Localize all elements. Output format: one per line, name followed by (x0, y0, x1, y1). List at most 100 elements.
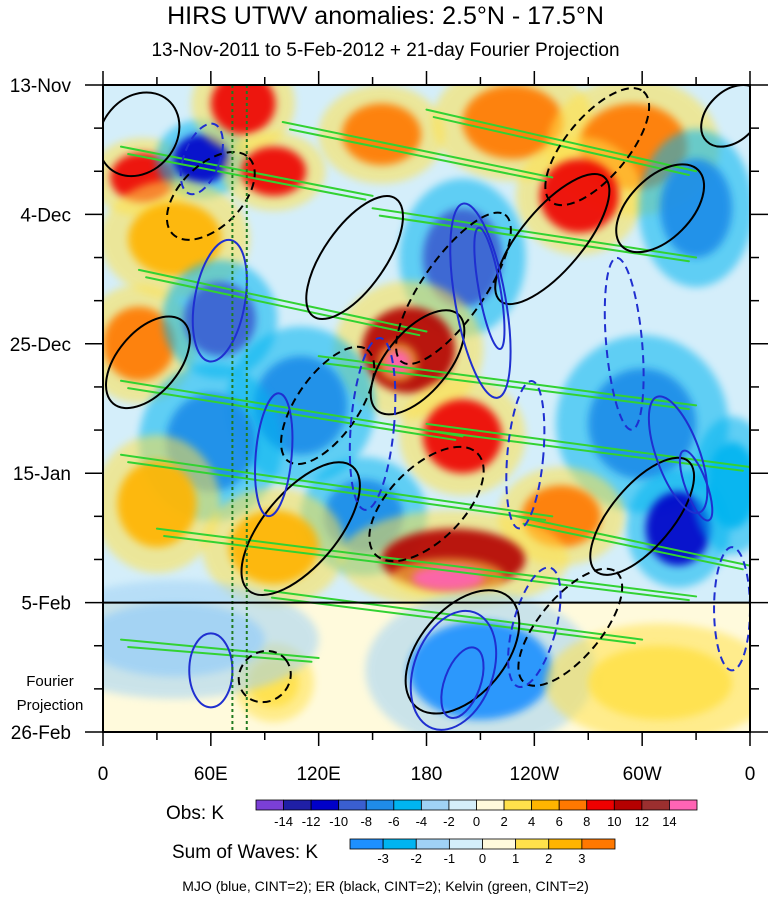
x-tick-label: 0 (745, 764, 756, 785)
obs-colorbar-tick: 0 (473, 814, 480, 829)
obs-colorbar-swatch (669, 799, 698, 811)
kelvin-contour (163, 535, 690, 602)
obs-colorbar-swatch (558, 799, 588, 811)
mjo-contour (647, 395, 709, 515)
waves-colorbar-tick: 0 (479, 851, 486, 866)
anomaly-blob (706, 442, 750, 529)
waves-colorbar-swatch (349, 838, 384, 850)
mjo-contour (603, 256, 645, 431)
mjo-contour (473, 226, 506, 351)
obs-colorbar-swatch (255, 799, 284, 811)
kelvin-contour (137, 268, 428, 333)
waves-colorbar-swatch (548, 838, 583, 850)
obs-colorbar-swatch (310, 799, 340, 811)
mjo-contour (191, 238, 248, 363)
anomaly-blob (422, 208, 502, 307)
waves-colorbar-tick: -2 (410, 851, 422, 866)
obs-colorbar-tick: 8 (583, 814, 590, 829)
kelvin-contour (378, 214, 690, 263)
obs-colorbar-label: Obs: K (166, 803, 225, 824)
kelvin-contour (371, 207, 698, 259)
mjo-contour (507, 566, 562, 689)
er-contour (615, 163, 706, 254)
anomaly-blob (539, 158, 619, 233)
waves-colorbar-swatch (581, 838, 616, 850)
x-tick-label: 60E (194, 764, 228, 785)
mjo-contour (348, 336, 397, 511)
anomaly-field (103, 85, 750, 732)
er-contour (105, 315, 191, 410)
waves-colorbar-label: Sum of Waves: K (172, 842, 319, 863)
forecast-label: Projection (17, 697, 84, 714)
kelvin-contour (270, 596, 636, 645)
kelvin-contour (127, 387, 457, 441)
er-contour (517, 567, 624, 687)
forecast-label: Fourier (26, 673, 74, 690)
kelvin-contour (263, 589, 644, 641)
mjo-contour (449, 202, 512, 399)
kelvin-contour (425, 108, 698, 173)
waves-colorbar-swatch (482, 838, 517, 850)
kelvin-contour (145, 276, 421, 337)
anomaly-blob (412, 565, 485, 591)
obs-colorbar-swatch (613, 799, 643, 811)
obs-colorbar-tick: 12 (635, 814, 649, 829)
kelvin-contour (432, 116, 690, 176)
x-tick-label: 120E (296, 764, 340, 785)
x-tick-label: 180 (411, 764, 443, 785)
kelvin-contour (127, 461, 547, 522)
anomaly-blob (103, 306, 175, 381)
obs-colorbar-swatch (641, 799, 670, 811)
y-tick-label: 4-Dec (20, 205, 71, 226)
er-contour (305, 195, 404, 321)
anomaly-blob (408, 621, 553, 720)
anomaly-blob (128, 202, 222, 277)
kelvin-contour (522, 522, 744, 571)
anomaly-blob (103, 602, 265, 677)
er-contour (589, 456, 696, 576)
kelvin-contour (127, 645, 313, 663)
anomaly-blob (342, 103, 422, 166)
waves-colorbar-tick: -1 (444, 851, 456, 866)
obs-colorbar-tick: 4 (528, 814, 535, 829)
obs-colorbar-tick: 6 (556, 814, 563, 829)
er-contour (237, 649, 292, 704)
waves-colorbar-swatch (415, 838, 450, 850)
waves-colorbar-tick: 3 (578, 851, 585, 866)
mjo-contour (713, 546, 750, 672)
x-tick-label: 120W (510, 764, 560, 785)
er-contour (494, 173, 611, 306)
obs-colorbar-tick: 10 (607, 814, 621, 829)
kelvin-contour (515, 515, 750, 567)
y-tick-label: 25-Dec (10, 335, 71, 356)
kelvin-contour (119, 638, 320, 660)
axes: 13-Nov 4-Dec 25-Dec 15-Jan 5-Feb 26-Feb 0 60E 12… (10, 71, 768, 785)
waves-colorbar-swatch (382, 838, 417, 850)
anomaly-blob (241, 146, 307, 196)
er-contour (240, 461, 361, 597)
y-tick-label: 15-Jan (13, 464, 71, 485)
obs-colorbar-swatch (586, 799, 615, 811)
mjo-contour (179, 122, 224, 196)
er-contour (103, 91, 181, 178)
obs-colorbar-tick: -4 (416, 814, 428, 829)
mjo-contour (678, 449, 714, 522)
obs-colorbar-swatch (365, 799, 395, 811)
chart-title: HIRS UTWV anomalies: 2.5°N - 17.5°N (167, 2, 604, 30)
waves-colorbar-tick: 1 (512, 851, 519, 866)
kelvin-contour (119, 379, 464, 438)
obs-colorbar-tick: -14 (274, 814, 293, 829)
kelvin-contour (155, 527, 698, 598)
anomaly-blob (117, 460, 197, 548)
mjo-contour (188, 632, 234, 709)
mjo-contour (440, 646, 485, 719)
waves-colorbar-swatch (448, 838, 483, 850)
anomaly-blob (210, 85, 276, 135)
legend-footer: MJO (blue, CINT=2); ER (black, CINT=2); … (182, 878, 589, 894)
er-contour (544, 87, 651, 207)
kelvin-contour (288, 128, 547, 183)
er-contour (395, 211, 512, 366)
obs-colorbar-swatch (283, 799, 312, 811)
chart-subtitle: 13-Nov-2011 to 5-Feb-2012 + 21-day Fouri… (151, 40, 620, 61)
